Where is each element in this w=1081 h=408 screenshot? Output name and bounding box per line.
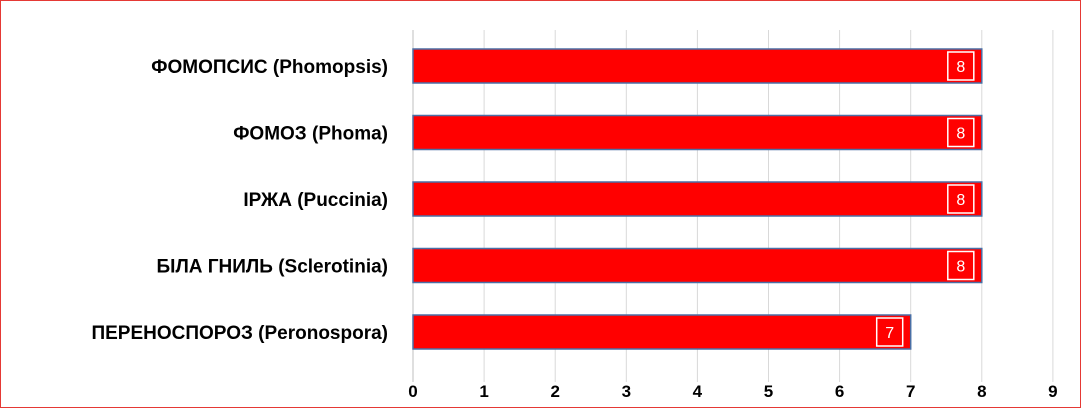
x-tick-label: 1 <box>479 382 488 401</box>
data-label-box <box>875 317 904 347</box>
bar <box>412 181 983 217</box>
bar <box>412 114 983 151</box>
data-label: 8 <box>956 192 965 209</box>
data-label: 8 <box>956 259 965 276</box>
x-tick-label: 7 <box>906 382 915 401</box>
category-label: ІРЖА (Puccinia) <box>243 190 388 211</box>
data-label-box <box>947 51 975 81</box>
x-tick-label: 4 <box>693 382 703 401</box>
category-label: БІЛА ГНИЛЬ (Sclerotinia) <box>157 257 388 278</box>
data-label-box <box>947 117 975 148</box>
x-tick-label: 2 <box>550 382 559 401</box>
x-tick-label: 9 <box>1048 382 1057 401</box>
bars: 8 8 8 8 7 <box>412 48 983 350</box>
data-label: 7 <box>885 325 894 342</box>
data-label: 8 <box>956 59 965 76</box>
data-label-box <box>947 184 975 214</box>
category-label: ПЕРЕНОСПОРОЗ (Peronospora) <box>91 323 388 344</box>
category-label: ФОМОПСИС (Phomopsis) <box>151 57 388 78</box>
x-tick-label: 0 <box>408 382 417 401</box>
category-label: ФОМОЗ (Phoma) <box>233 124 388 145</box>
bar <box>412 48 983 84</box>
data-label-box <box>947 250 975 281</box>
bar <box>412 247 983 284</box>
x-tick-label: 6 <box>835 382 844 401</box>
category-labels: ФОМОПСИС (Phomopsis) ФОМОЗ (Phoma) ІРЖА (P… <box>91 57 388 344</box>
data-label: 8 <box>956 126 965 143</box>
x-tick-labels: 0 1 2 3 4 5 6 7 8 9 <box>408 382 1057 401</box>
x-tick-label: 3 <box>622 382 631 401</box>
bar <box>412 314 912 350</box>
x-tick-label: 8 <box>977 382 986 401</box>
x-tick-label: 5 <box>764 382 773 401</box>
